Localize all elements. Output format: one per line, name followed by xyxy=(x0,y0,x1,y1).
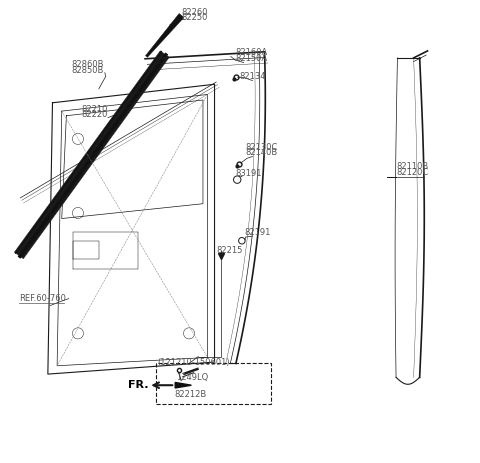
Text: 82191: 82191 xyxy=(245,228,271,237)
Text: REF.60-760: REF.60-760 xyxy=(19,294,66,303)
Text: 82850B: 82850B xyxy=(71,66,103,75)
Text: 82860B: 82860B xyxy=(71,61,104,69)
Polygon shape xyxy=(145,13,184,57)
Text: 82120C: 82120C xyxy=(396,168,429,177)
Text: 82150A: 82150A xyxy=(235,54,267,63)
Text: 82130C: 82130C xyxy=(246,143,278,152)
Text: 82215: 82215 xyxy=(216,246,242,255)
Text: 82110B: 82110B xyxy=(396,163,429,171)
Text: 82212B: 82212B xyxy=(174,390,206,399)
Text: 82140B: 82140B xyxy=(246,149,278,157)
Bar xyxy=(156,363,271,404)
Text: 82250: 82250 xyxy=(181,13,207,22)
Text: 82260: 82260 xyxy=(181,8,208,17)
Text: 83191: 83191 xyxy=(235,169,262,178)
Text: 82220: 82220 xyxy=(82,111,108,119)
Text: FR.: FR. xyxy=(128,380,148,390)
Text: 82210: 82210 xyxy=(82,105,108,114)
Polygon shape xyxy=(14,51,169,259)
Text: 1249LQ: 1249LQ xyxy=(176,374,208,382)
Text: 82160A: 82160A xyxy=(235,49,268,57)
Text: 82134: 82134 xyxy=(239,73,265,81)
Text: (121210-150601): (121210-150601) xyxy=(157,358,230,367)
Polygon shape xyxy=(175,382,192,388)
